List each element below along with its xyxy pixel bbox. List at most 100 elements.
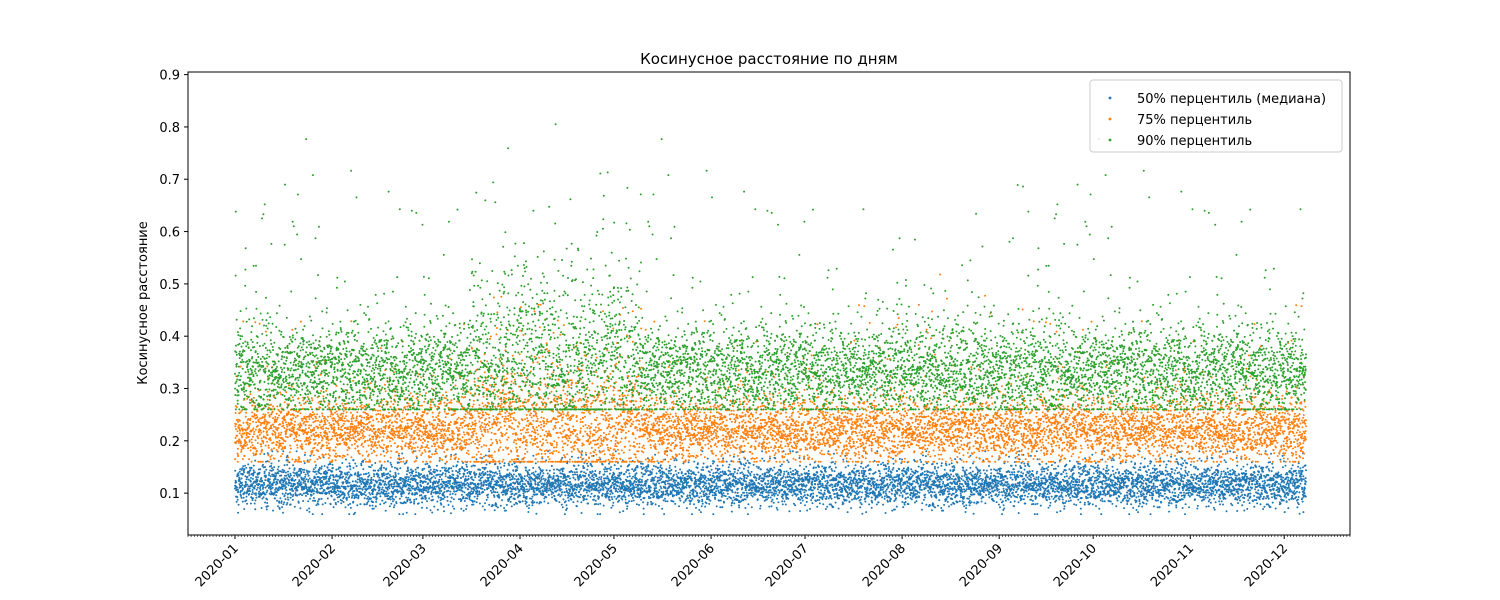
data-point	[662, 491, 664, 493]
data-point	[486, 499, 488, 501]
data-point	[372, 479, 374, 481]
data-point	[322, 503, 324, 505]
data-point	[313, 490, 315, 492]
data-point	[700, 496, 702, 498]
data-point	[259, 496, 261, 498]
data-point	[595, 500, 597, 502]
data-point	[487, 478, 489, 480]
data-point	[586, 478, 588, 480]
data-point	[627, 502, 629, 504]
data-point	[768, 492, 770, 494]
data-point	[631, 468, 633, 470]
data-point	[486, 464, 488, 466]
data-point	[356, 494, 358, 496]
data-point	[263, 453, 265, 455]
data-point	[363, 493, 365, 495]
data-point	[624, 473, 626, 475]
data-point	[688, 461, 690, 463]
data-point	[474, 465, 476, 467]
data-point	[364, 491, 366, 493]
data-point	[779, 474, 781, 476]
data-point	[756, 477, 758, 479]
data-point	[327, 467, 329, 469]
data-point	[351, 497, 353, 499]
data-point	[286, 464, 288, 466]
data-point	[647, 504, 649, 506]
data-point	[459, 473, 461, 475]
data-point	[638, 489, 640, 491]
data-point	[256, 489, 258, 491]
data-point	[413, 499, 415, 501]
data-point	[576, 489, 578, 491]
data-point	[771, 500, 773, 502]
data-point	[770, 468, 772, 470]
data-point	[288, 484, 290, 486]
data-point	[789, 450, 791, 452]
data-point	[784, 492, 786, 494]
data-point	[632, 497, 634, 499]
data-point	[526, 505, 528, 507]
data-point	[507, 488, 509, 490]
data-point	[572, 494, 574, 496]
data-point	[322, 492, 324, 494]
data-point	[786, 459, 788, 461]
data-point	[737, 488, 739, 490]
data-point	[270, 465, 272, 467]
data-point	[788, 510, 790, 512]
data-point	[681, 496, 683, 498]
data-point	[679, 469, 681, 471]
data-point	[332, 464, 334, 466]
data-point	[379, 495, 381, 497]
data-point	[265, 475, 267, 477]
data-point	[315, 464, 317, 466]
data-point	[715, 494, 717, 496]
data-point	[563, 480, 565, 482]
data-point	[730, 498, 732, 500]
data-point	[464, 469, 466, 471]
data-point	[776, 507, 778, 509]
data-point	[659, 470, 661, 472]
data-point	[407, 497, 409, 499]
data-point	[302, 500, 304, 502]
data-point	[328, 493, 330, 495]
data-point	[717, 488, 719, 490]
data-point	[747, 513, 749, 515]
data-point	[484, 489, 486, 491]
data-point	[298, 479, 300, 481]
data-point	[312, 513, 314, 515]
data-point	[364, 497, 366, 499]
data-point	[422, 492, 424, 494]
data-point	[255, 497, 257, 499]
data-point	[766, 471, 768, 473]
data-point	[328, 479, 330, 481]
data-point	[436, 501, 438, 503]
data-point	[557, 478, 559, 480]
data-point	[633, 500, 635, 502]
data-point	[534, 481, 536, 483]
data-point	[257, 476, 259, 478]
data-point	[490, 483, 492, 485]
data-point	[383, 467, 385, 469]
data-point	[595, 503, 597, 505]
data-point	[676, 473, 678, 475]
data-point	[698, 500, 700, 502]
data-point	[269, 481, 271, 483]
data-point	[327, 498, 329, 500]
data-point	[732, 483, 734, 485]
data-point	[603, 468, 605, 470]
data-point	[715, 483, 717, 485]
data-point	[392, 500, 394, 502]
data-point	[524, 483, 526, 485]
data-point	[405, 497, 407, 499]
data-point	[412, 485, 414, 487]
data-point	[348, 462, 350, 464]
data-point	[476, 490, 478, 492]
data-point	[266, 508, 268, 510]
data-point	[792, 470, 794, 472]
data-point	[445, 467, 447, 469]
data-point	[643, 508, 645, 510]
data-point	[509, 477, 511, 479]
data-point	[473, 479, 475, 481]
data-point	[681, 471, 683, 473]
data-point	[531, 484, 533, 486]
